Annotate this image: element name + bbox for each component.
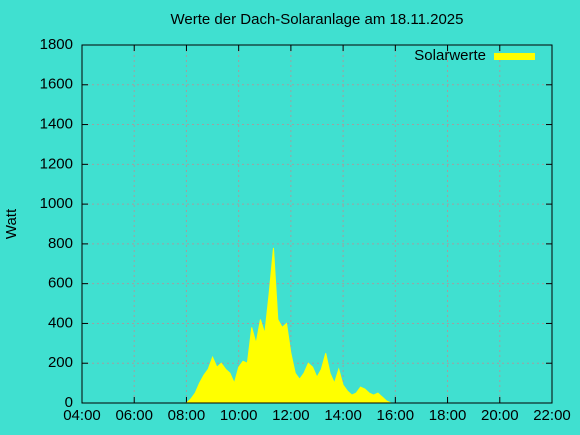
- y-tick-label: 800: [48, 235, 73, 252]
- y-tick-label: 1200: [40, 155, 73, 172]
- y-tick-label: 1600: [40, 76, 73, 93]
- x-tick-label: 14:00: [324, 407, 362, 424]
- x-tick-label: 08:00: [168, 407, 206, 424]
- y-tick-label: 0: [65, 394, 73, 411]
- y-axis-label: Watt: [3, 208, 20, 239]
- plot-frame: [81, 44, 553, 404]
- legend-swatch: [494, 53, 535, 60]
- y-tick-label: 1400: [40, 116, 73, 133]
- legend-label: Solarwerte: [414, 47, 486, 64]
- x-tick-label: 18:00: [429, 407, 467, 424]
- y-tick-label: 400: [48, 314, 73, 331]
- y-tick-label: 200: [48, 354, 73, 371]
- chart-title: Werte der Dach-Solaranlage am 18.11.2025: [171, 11, 464, 28]
- y-tick-label: 1000: [40, 195, 73, 212]
- y-tick-label: 600: [48, 275, 73, 292]
- x-tick-label: 12:00: [272, 407, 310, 424]
- x-tick-label: 16:00: [377, 407, 415, 424]
- x-tick-label: 20:00: [481, 407, 519, 424]
- y-tick-label: 1800: [40, 36, 73, 53]
- x-tick-label: 06:00: [115, 407, 153, 424]
- x-tick-label: 22:00: [533, 407, 571, 424]
- x-tick-label: 04:00: [63, 407, 101, 424]
- x-tick-label: 10:00: [220, 407, 258, 424]
- area: [185, 247, 392, 404]
